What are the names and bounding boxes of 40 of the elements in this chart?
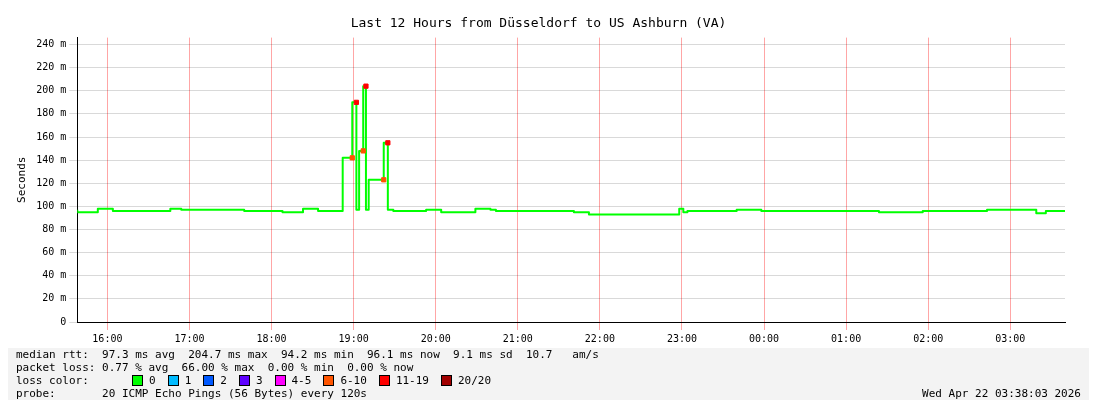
y-axis-title: Seconds [15,156,29,203]
chart-title: Last 12 Hours from Düsseldorf to US Ashburn (VA) [350,15,727,31]
legend-label: 1 [184,374,192,387]
x-tick-label: 18:00 [256,332,287,344]
legend-label: 4-5 [291,374,312,387]
text: probe: 20 ICMP Echo Pings (56 Bytes) every 120s [16,387,367,400]
y-tick-label: 40 m [42,269,67,281]
x-tick-label: 23:00 [666,332,698,344]
y-tick-label: 180 m [36,107,67,119]
legend-label: 3 [255,374,263,387]
text: packet loss: 0.77 % avg 66.00 % max 0.00 % min 0.00 % now [16,361,415,374]
x-tick-label: 22:00 [584,332,615,344]
x-tick-label: 16:00 [92,332,123,344]
text: Wed Apr 22 03:38:03 2026 [922,387,1081,400]
x-tick-label: 20:00 [420,332,451,344]
y-tick-label: 220 m [36,61,67,73]
y-tick-label: 60 m [42,246,67,258]
x-tick-label: 02:00 [913,332,944,344]
legend-label: 6-10 [340,374,367,387]
y-tick-label: 200 m [36,84,67,96]
legend-label: 0 [149,374,156,387]
x-tick-label: 01:00 [831,332,862,344]
legend-label: 20/20 [458,374,492,387]
x-tick-label: 21:00 [502,332,533,344]
y-tick-label: 20 m [42,292,67,304]
x-tick-label: 03:00 [995,332,1026,344]
y-tick-label: 160 m [36,130,67,142]
legend-title: loss color: [16,374,90,387]
y-tick-label: 140 m [36,153,67,165]
y-tick-label: 120 m [36,176,67,188]
x-tick-label: 00:00 [748,332,780,344]
text: median rtt: 97.3 ms avg 204.7 ms max 94.2 ms min 96.1 ms now 9.1 ms sd 10.7 am/s [16,348,600,361]
x-tick-label: 19:00 [338,332,369,344]
y-tick-label: 100 m [36,199,67,211]
y-tick-label: 0 [60,315,67,327]
y-tick-label: 80 m [42,223,67,235]
y-tick-label: 240 m [36,38,67,50]
legend-label: 11-19 [395,374,429,387]
legend-label: 2 [220,374,227,387]
x-tick-label: 17:00 [174,332,205,344]
